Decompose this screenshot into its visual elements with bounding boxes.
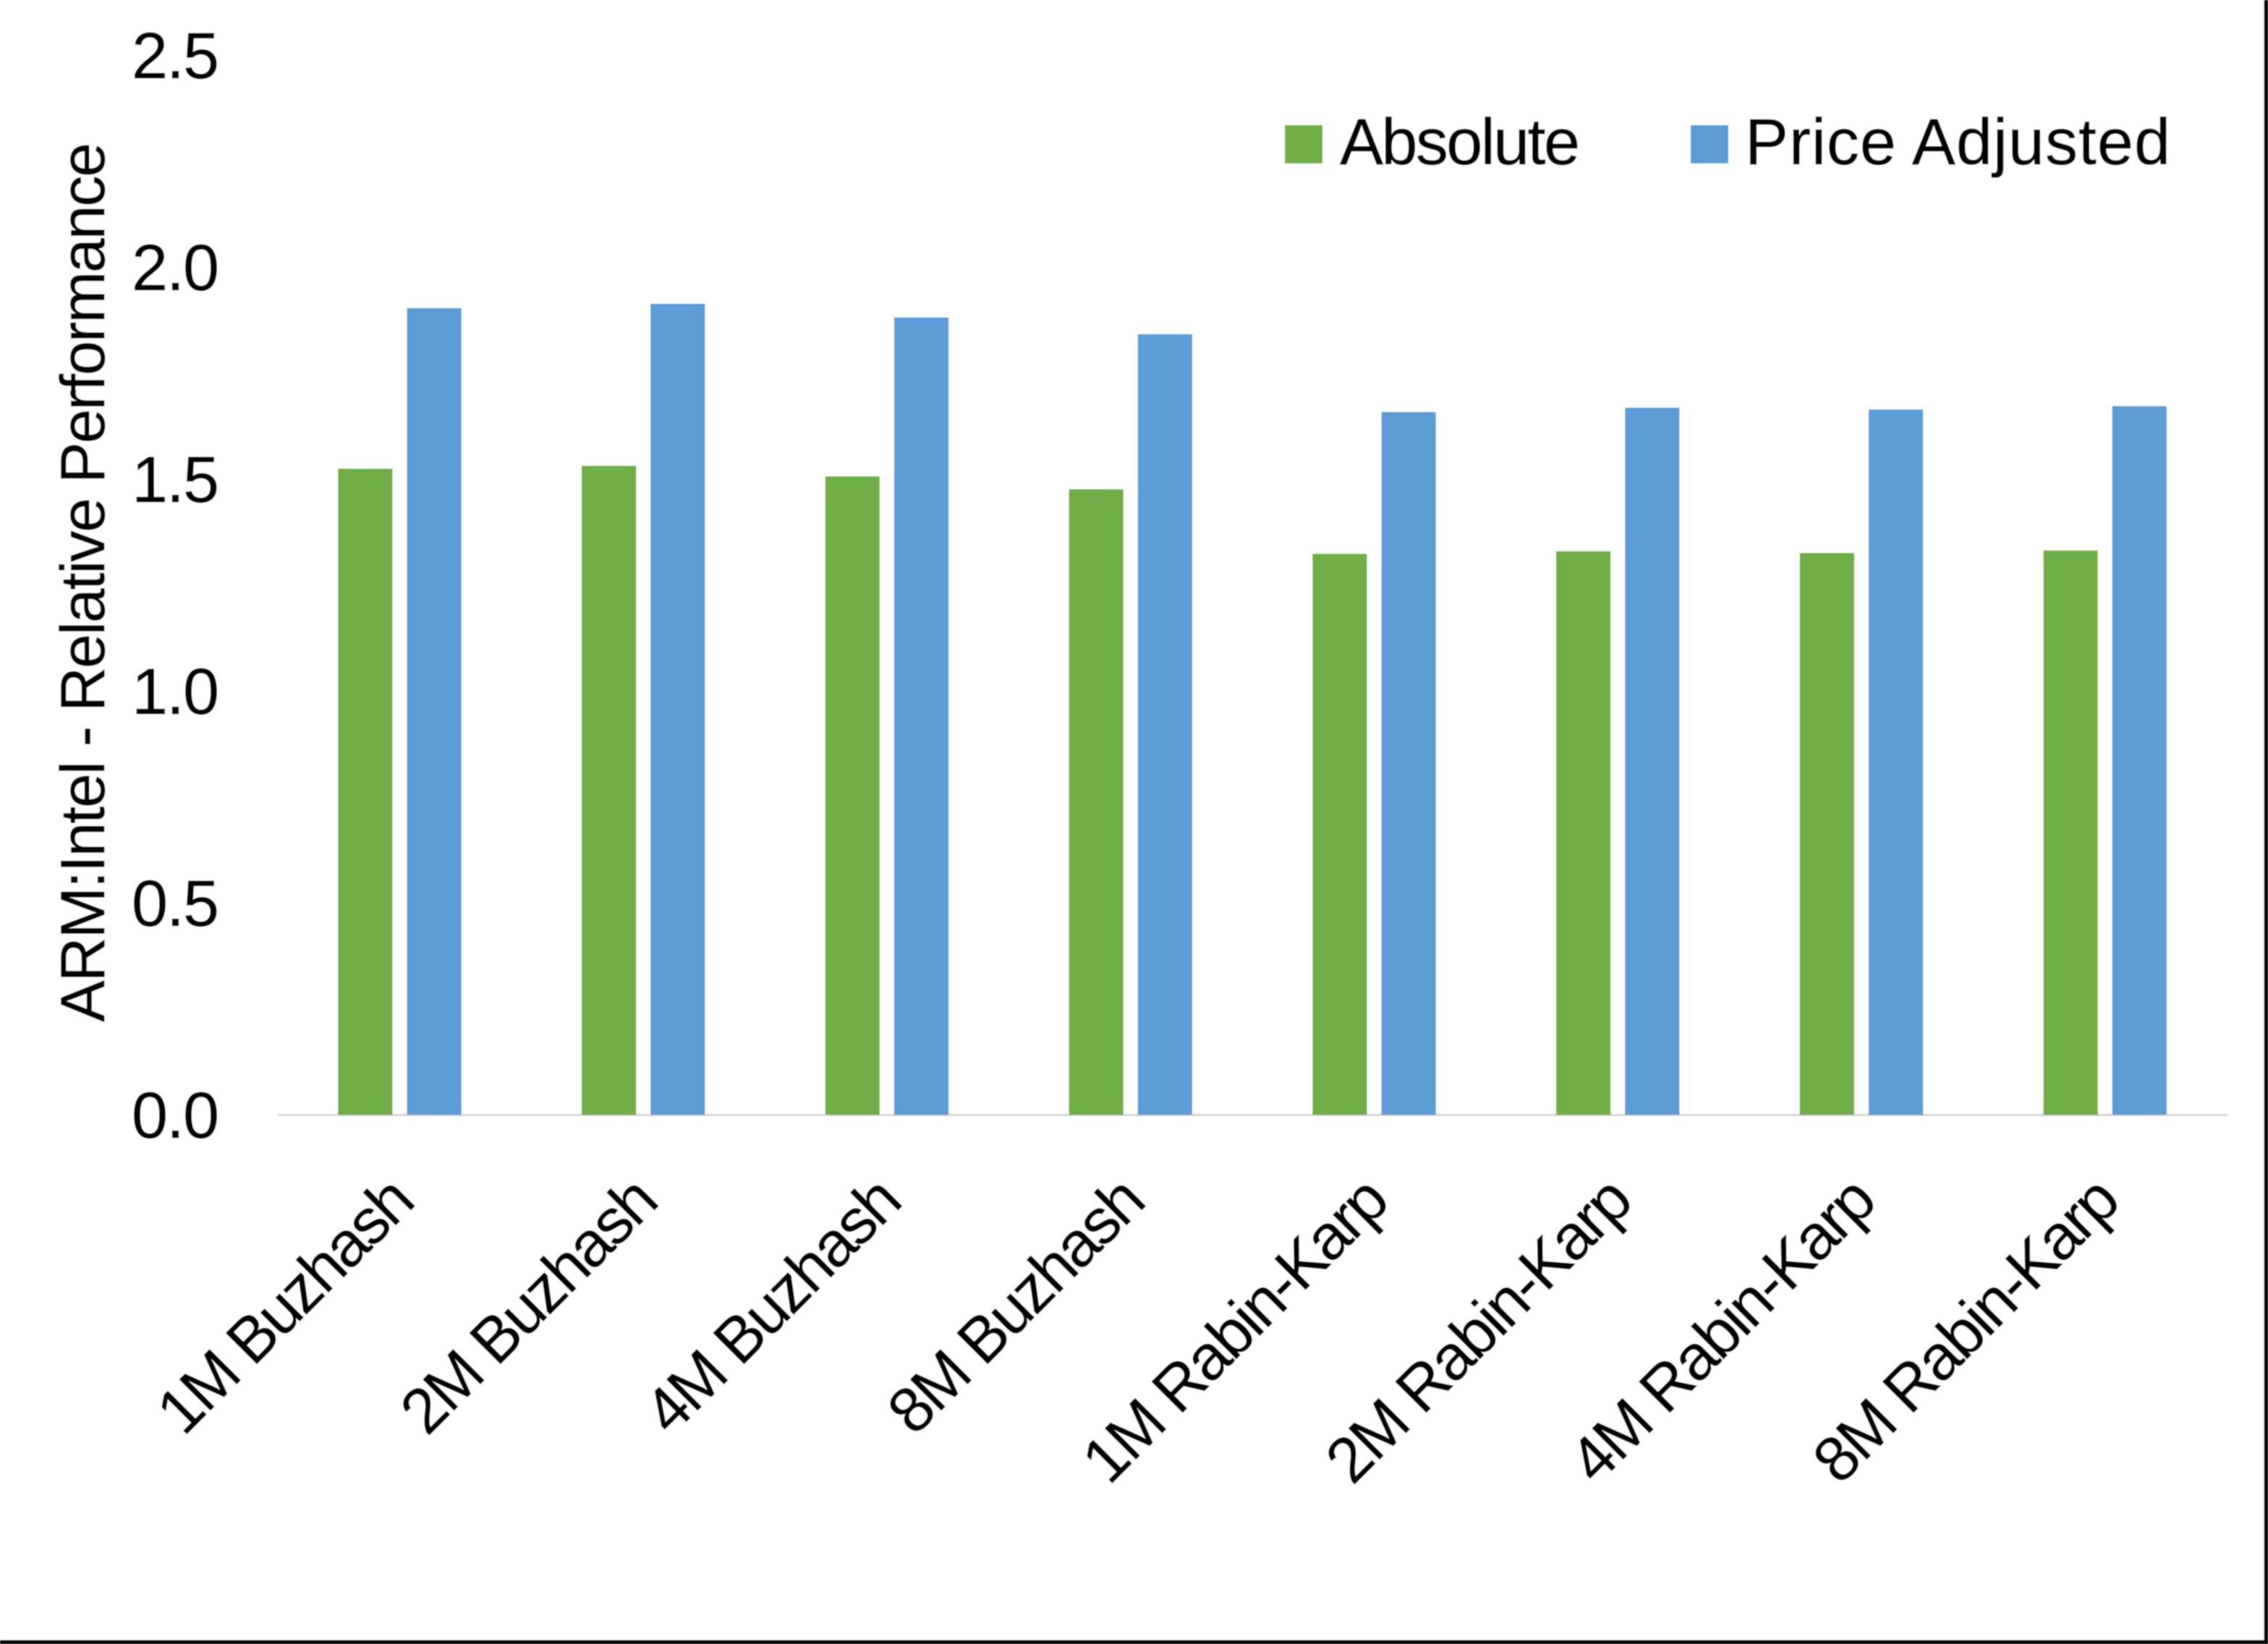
- svg-text:2.5: 2.5: [132, 20, 219, 93]
- svg-text:1.0: 1.0: [132, 656, 219, 728]
- svg-text:0.5: 0.5: [132, 868, 219, 940]
- svg-text:2.0: 2.0: [132, 232, 219, 304]
- svg-text:ARM:Intel - Relative Performan: ARM:Intel - Relative Performance: [48, 142, 118, 1022]
- svg-text:0.0: 0.0: [132, 1080, 219, 1152]
- svg-text:1.5: 1.5: [132, 444, 219, 516]
- svg-text:Price Adjusted: Price Adjusted: [1745, 106, 2170, 179]
- svg-text:Absolute: Absolute: [1340, 106, 1580, 179]
